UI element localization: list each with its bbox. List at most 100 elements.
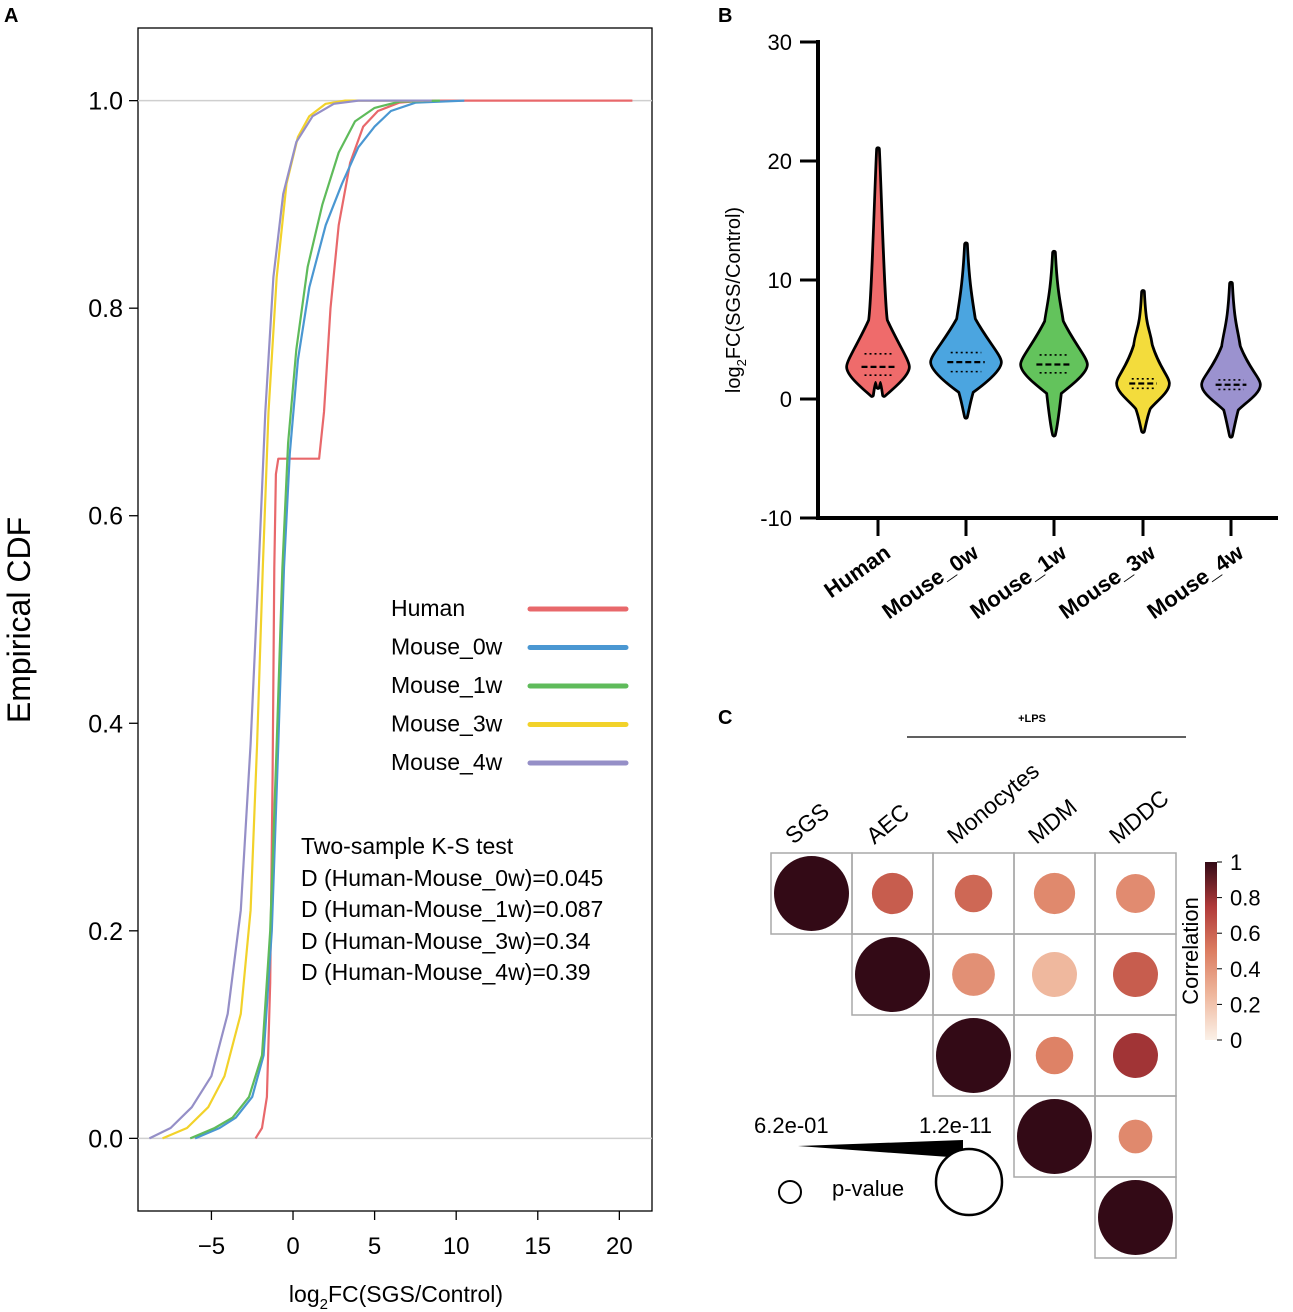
ecdf-y-tick-label: 1.0 xyxy=(88,88,123,116)
legend-label: Mouse_0w xyxy=(391,634,503,660)
ecdf-series-lines xyxy=(148,99,633,1140)
violin-x-tick-label: Mouse_4w xyxy=(1142,539,1248,624)
ecdf-plot-frame xyxy=(137,27,653,1212)
ecdf-legend: Human Mouse_0w Mouse_1w Mouse_3w Mouse_4w xyxy=(391,595,629,775)
colorbar-title: Correlation xyxy=(1178,897,1203,1005)
correlation-circles xyxy=(774,856,1173,1255)
correlation-circle xyxy=(871,872,914,915)
legend-label: Mouse_1w xyxy=(391,672,503,698)
correlation-label: SGS xyxy=(780,798,834,849)
violin-x-tick-label: Human xyxy=(819,540,894,603)
panel-label-c: C xyxy=(718,707,732,729)
colorbar-tick-label: 1 xyxy=(1230,850,1242,875)
correlation-label: MDDC xyxy=(1104,785,1174,849)
legend-label: Mouse_3w xyxy=(391,711,503,737)
correlation-circle xyxy=(1098,1180,1173,1255)
violin-x-tick-label: Mouse_0w xyxy=(877,539,983,624)
violin-fill xyxy=(932,244,1000,417)
colorbar xyxy=(1205,862,1217,1040)
ecdf-x-tick-label: 5 xyxy=(368,1233,381,1260)
violin-y-ticks: -10 0 10 20 30 xyxy=(760,30,818,531)
ecdf-line-human xyxy=(254,99,633,1139)
ecdf-x-tick-label: 10 xyxy=(443,1233,470,1260)
violin-fill xyxy=(1118,291,1168,432)
violin-y-tick-label: 30 xyxy=(768,30,792,55)
panel-label-a: A xyxy=(4,5,18,27)
pvalue-label: p-value xyxy=(832,1176,904,1201)
ecdf-x-tick-label: 0 xyxy=(286,1233,299,1260)
pvalue-large-circle xyxy=(934,1147,1004,1217)
ks-test-line: D (Human-Mouse_0w)=0.045 xyxy=(301,865,603,891)
correlation-cell xyxy=(1094,1176,1177,1259)
pvalue-low-label: 1.2e-11 xyxy=(919,1113,992,1138)
violin-y-tick-label: 20 xyxy=(768,149,792,174)
colorbar-tick-label: 0 xyxy=(1230,1028,1242,1053)
ecdf-y-axis-label: Empirical CDF xyxy=(1,517,37,723)
correlation-circle xyxy=(954,874,993,913)
violin-y-label-rest: FC(SGS/Control) xyxy=(723,207,745,359)
legend-label: Human xyxy=(391,595,465,621)
violin-fill xyxy=(848,149,908,396)
violin-fill xyxy=(1022,252,1086,435)
violin-x-tick-label: Mouse_1w xyxy=(965,539,1071,624)
violin-fill xyxy=(1203,283,1259,436)
ecdf-x-label-log: log xyxy=(289,1281,320,1307)
ecdf-line-mouse-4w xyxy=(148,99,432,1140)
correlation-circle xyxy=(1017,1099,1092,1174)
correlation-grid xyxy=(770,852,1177,1259)
lps-group-label: +LPS xyxy=(1018,713,1046,725)
ecdf-y-tick-label: 0.4 xyxy=(88,710,123,738)
ecdf-x-label-rest: FC(SGS/Control) xyxy=(328,1281,503,1307)
colorbar-tick-label: 0.8 xyxy=(1230,886,1261,911)
correlation-circle xyxy=(1116,874,1155,913)
correlation-circle xyxy=(1035,1036,1074,1075)
correlation-circle xyxy=(1118,1119,1153,1154)
ecdf-panel: 0.0 0.2 0.4 0.6 0.8 1.0 −5 0 5 10 15 20 Empirical … xyxy=(1,27,653,1312)
ecdf-x-tick-label: −5 xyxy=(198,1233,225,1260)
violin-y-tick-label: 0 xyxy=(780,387,792,412)
legend-label: Mouse_4w xyxy=(391,749,503,775)
pvalue-legend: 6.2e-01 1.2e-11 p-value xyxy=(754,1113,1004,1217)
correlation-circle xyxy=(1032,952,1077,997)
ks-test-title: Two-sample K-S test xyxy=(301,833,514,859)
correlation-label: MDM xyxy=(1023,794,1082,849)
pvalue-small-circle xyxy=(778,1180,802,1204)
correlation-circle xyxy=(1113,1033,1158,1078)
panel-label-b: B xyxy=(718,5,732,27)
ecdf-x-axis-label: log2FC(SGS/Control) xyxy=(289,1281,503,1312)
ecdf-y-tick-label: 0.8 xyxy=(88,295,123,323)
pvalue-wedge xyxy=(798,1140,963,1158)
violin-y-label-log: log xyxy=(723,366,745,393)
violin-shapes xyxy=(845,146,1262,439)
ks-test-line: D (Human-Mouse_1w)=0.087 xyxy=(301,896,603,922)
colorbar-tick-label: 0.6 xyxy=(1230,921,1261,946)
ecdf-x-ticks: −5 0 5 10 15 20 xyxy=(198,1211,633,1260)
correlation-circle xyxy=(936,1018,1011,1093)
violin-y-label-sub: 2 xyxy=(734,359,749,366)
ecdf-x-label-sub: 2 xyxy=(320,1296,328,1312)
ecdf-x-tick-label: 15 xyxy=(524,1233,551,1260)
violin-y-tick-label: -10 xyxy=(760,506,792,531)
pvalue-high-label: 6.2e-01 xyxy=(754,1113,829,1138)
ecdf-y-tick-label: 0.6 xyxy=(88,503,123,531)
correlation-circle xyxy=(1113,952,1158,997)
ecdf-x-tick-label: 20 xyxy=(606,1233,633,1260)
ks-test-annotation: Two-sample K-S test D (Human-Mouse_0w)=0… xyxy=(301,833,603,985)
ecdf-y-tick-label: 0.2 xyxy=(88,918,123,946)
correlation-circle xyxy=(1033,872,1076,915)
correlation-circle xyxy=(855,937,930,1012)
correlation-circle xyxy=(952,953,995,996)
ecdf-y-tick-label: 0.0 xyxy=(88,1125,123,1153)
ks-test-line: D (Human-Mouse_3w)=0.34 xyxy=(301,928,591,954)
correlation-circle xyxy=(774,856,849,931)
violin-panel: -10 0 10 20 30 HumanMouse_0wMouse_1wMouse_3w… xyxy=(723,30,1278,624)
ecdf-y-ticks: 0.0 0.2 0.4 0.6 0.8 1.0 xyxy=(88,88,138,1153)
correlation-label: AEC xyxy=(861,799,914,849)
colorbar-tick-label: 0.4 xyxy=(1230,957,1261,982)
ecdf-line-mouse-3w xyxy=(162,99,424,1140)
ks-test-line: D (Human-Mouse_4w)=0.39 xyxy=(301,959,591,985)
